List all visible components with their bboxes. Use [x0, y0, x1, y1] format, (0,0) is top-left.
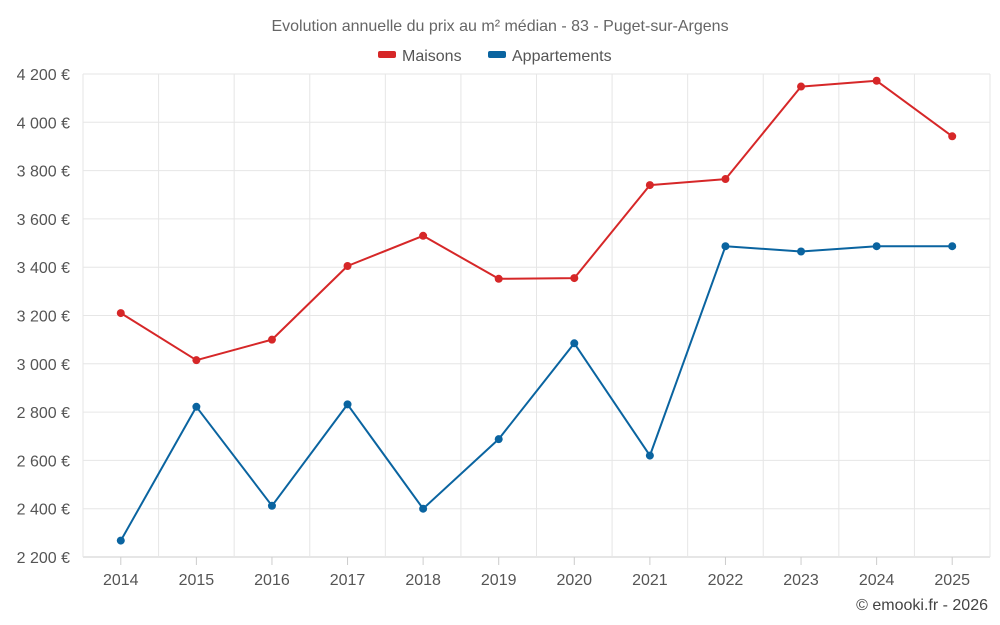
chart-title: Evolution annuelle du prix au m² médian …	[271, 18, 728, 35]
x-tick-label: 2018	[405, 572, 441, 589]
data-point[interactable]	[948, 132, 957, 141]
data-point[interactable]	[494, 274, 503, 283]
data-point[interactable]	[267, 335, 276, 344]
x-tick-label: 2025	[934, 572, 970, 589]
data-point[interactable]	[872, 76, 881, 85]
data-point[interactable]	[948, 242, 957, 251]
data-point[interactable]	[343, 400, 352, 409]
x-tick-label: 2015	[179, 572, 215, 589]
series	[116, 76, 957, 545]
series-line	[119, 245, 953, 542]
data-point[interactable]	[797, 82, 806, 91]
y-tick-label: 4 200 €	[17, 67, 70, 84]
legend: Maisons Appartements	[378, 48, 612, 65]
x-tick-label: 2017	[330, 572, 366, 589]
data-point[interactable]	[192, 356, 201, 365]
x-axis: 2014 2015 2016 2017 2018 2019 2020 2021 2022 2023…	[103, 557, 970, 589]
x-tick-label: 2023	[783, 572, 819, 589]
data-point[interactable]	[343, 261, 352, 270]
data-point[interactable]	[645, 451, 654, 460]
legend-item-appartements[interactable]: Appartements	[488, 48, 612, 65]
legend-swatch	[378, 51, 396, 58]
data-point[interactable]	[645, 181, 654, 190]
y-tick-label: 3 000 €	[17, 357, 70, 374]
data-point[interactable]	[192, 402, 201, 411]
series-appartements	[116, 242, 957, 545]
y-tick-label: 2 600 €	[17, 453, 70, 470]
y-tick-label: 4 000 €	[17, 115, 70, 132]
data-point[interactable]	[116, 309, 125, 318]
grid	[82, 73, 991, 558]
data-point[interactable]	[570, 274, 579, 283]
credit-text: © emooki.fr - 2026	[856, 597, 988, 614]
y-tick-label: 3 800 €	[17, 164, 70, 181]
x-tick-label: 2016	[254, 572, 290, 589]
y-axis: 2 200 € 2 400 € 2 600 € 2 800 € 3 000 € 3 200…	[17, 67, 70, 567]
x-tick-label: 2020	[556, 572, 592, 589]
data-point[interactable]	[267, 501, 276, 510]
y-tick-label: 3 600 €	[17, 212, 70, 229]
series-maisons	[116, 76, 957, 365]
data-point[interactable]	[872, 242, 881, 251]
data-point[interactable]	[116, 536, 125, 545]
series-line	[120, 79, 953, 362]
y-tick-label: 2 200 €	[17, 550, 70, 567]
y-tick-label: 2 800 €	[17, 405, 70, 422]
legend-label: Appartements	[512, 48, 612, 65]
legend-label: Maisons	[402, 48, 462, 65]
x-tick-label: 2024	[859, 572, 895, 589]
y-tick-label: 3 400 €	[17, 260, 70, 277]
legend-swatch	[488, 51, 506, 58]
x-tick-label: 2019	[481, 572, 517, 589]
data-point[interactable]	[721, 242, 730, 251]
data-point[interactable]	[419, 231, 428, 240]
data-point[interactable]	[570, 339, 579, 348]
data-point[interactable]	[721, 175, 730, 184]
data-point[interactable]	[419, 504, 428, 513]
y-tick-label: 2 400 €	[17, 502, 70, 519]
legend-item-maisons[interactable]: Maisons	[378, 48, 462, 65]
data-point[interactable]	[797, 247, 806, 256]
x-tick-label: 2014	[103, 572, 139, 589]
x-tick-label: 2022	[708, 572, 744, 589]
y-tick-label: 3 200 €	[17, 309, 70, 326]
data-point[interactable]	[494, 435, 503, 444]
x-tick-label: 2021	[632, 572, 668, 589]
